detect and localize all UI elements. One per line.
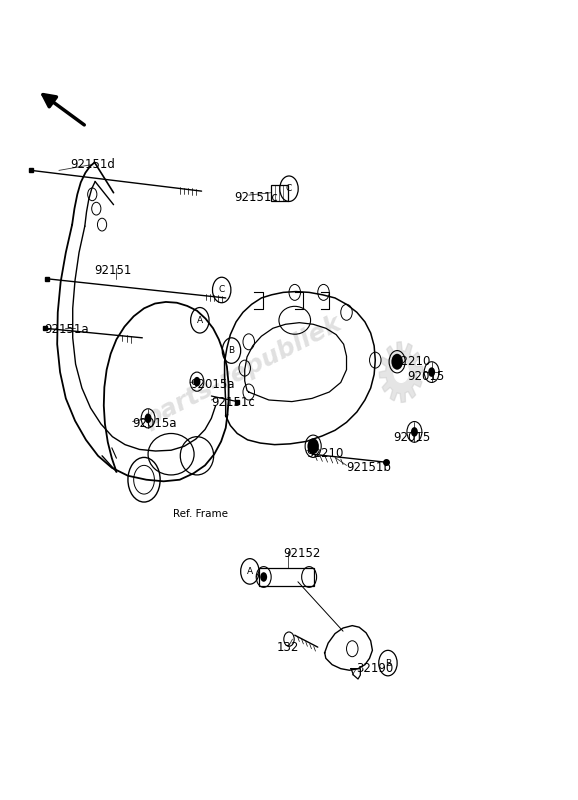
Text: 92151: 92151 (95, 264, 132, 278)
Polygon shape (379, 342, 423, 402)
Circle shape (260, 572, 267, 582)
Text: B: B (385, 658, 391, 667)
Text: parts-republiek: parts-republiek (140, 312, 346, 432)
Text: 92151b: 92151b (347, 462, 391, 474)
Circle shape (394, 362, 409, 382)
Text: 92210: 92210 (394, 355, 431, 368)
Text: C: C (286, 184, 292, 194)
Text: A: A (197, 316, 203, 325)
Text: 92015: 92015 (394, 431, 431, 444)
Circle shape (428, 367, 435, 377)
Text: 32190: 32190 (356, 662, 394, 675)
Text: 92015a: 92015a (132, 418, 177, 430)
Bar (259, 568, 314, 586)
Text: 92015: 92015 (407, 370, 444, 382)
Text: 92151c: 92151c (212, 396, 255, 409)
Circle shape (307, 438, 319, 454)
Bar (271, 185, 288, 201)
Text: 92151d: 92151d (71, 158, 115, 171)
Text: 132: 132 (276, 641, 299, 654)
Text: Ref. Frame: Ref. Frame (173, 509, 228, 519)
Text: C: C (218, 286, 225, 294)
Circle shape (144, 414, 151, 423)
Circle shape (194, 377, 201, 386)
Circle shape (411, 427, 418, 437)
Text: A: A (247, 567, 253, 576)
Text: 92151a: 92151a (45, 323, 89, 336)
Text: 92152: 92152 (283, 546, 321, 559)
Text: B: B (228, 346, 235, 355)
Text: 92151c: 92151c (234, 191, 278, 204)
Text: 92210: 92210 (306, 447, 344, 460)
Text: 92015a: 92015a (190, 378, 235, 391)
Circle shape (391, 354, 403, 370)
